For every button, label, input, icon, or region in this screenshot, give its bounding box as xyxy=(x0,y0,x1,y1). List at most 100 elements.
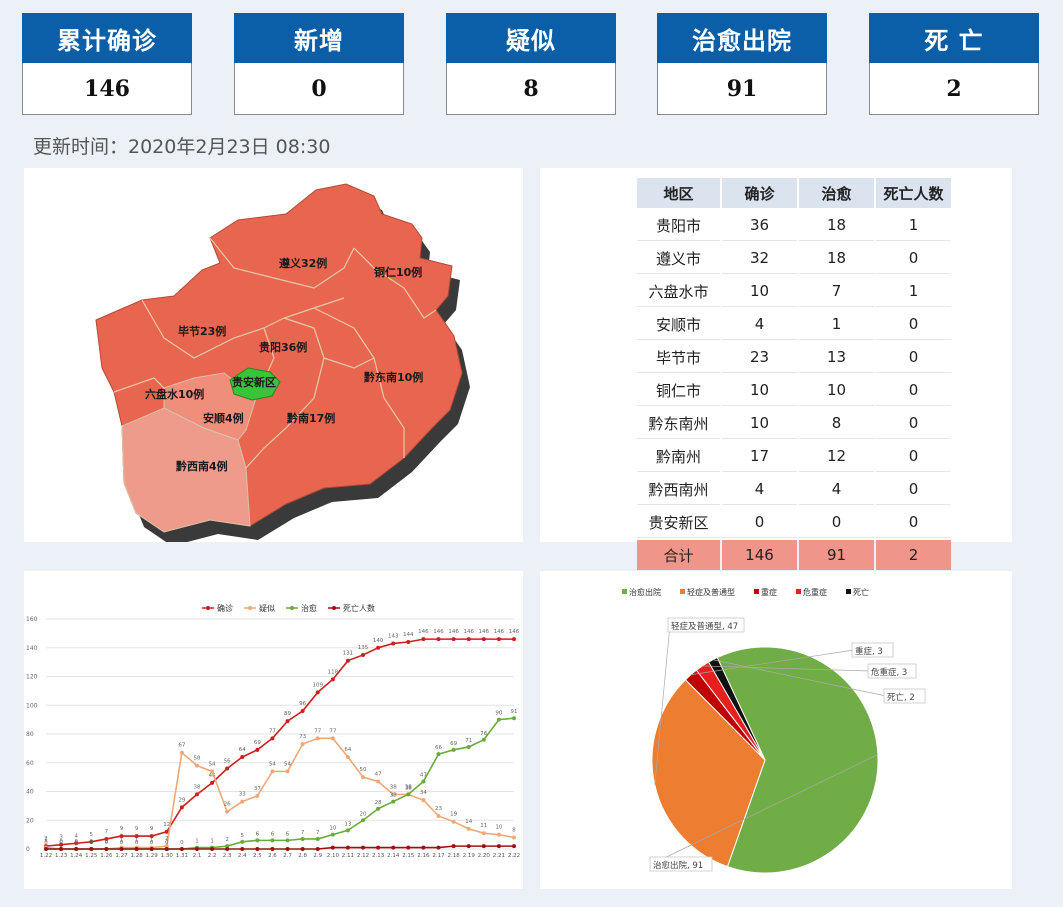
data-point xyxy=(496,717,501,722)
data-point xyxy=(74,841,79,846)
data-label: 89 xyxy=(284,711,291,717)
data-point xyxy=(300,847,305,851)
x-tick-label: 2.2 xyxy=(208,853,217,859)
data-point xyxy=(315,836,320,841)
x-tick-label: 2.4 xyxy=(238,853,247,859)
data-point xyxy=(194,763,199,768)
data-point xyxy=(104,836,109,841)
data-label: 11 xyxy=(480,823,487,829)
x-tick-label: 1.28 xyxy=(130,853,143,859)
cell: 黔南州 xyxy=(637,441,720,472)
data-point xyxy=(330,845,335,850)
data-label: 0 xyxy=(90,839,94,845)
data-label: 0 xyxy=(135,840,139,846)
label-box xyxy=(883,688,926,704)
legend-label: 治愈出院 xyxy=(629,587,661,597)
data-point xyxy=(496,832,501,837)
line-chart-panel: 0 20 40 60 80 100 120 140 160 1.22 1.23 1.24 1.25 1.2… xyxy=(24,571,523,889)
stat-label: 治愈出院 xyxy=(657,13,827,63)
data-point xyxy=(345,755,350,759)
stat-value: 8 xyxy=(446,63,616,115)
cell: 23 xyxy=(722,342,797,373)
cell: 2 xyxy=(876,540,951,570)
y-tick-label: 120 xyxy=(26,674,38,681)
data-label: 58 xyxy=(193,756,200,762)
cell: 18 xyxy=(799,243,874,274)
data-point xyxy=(255,793,260,798)
data-label: 38 xyxy=(405,784,412,790)
leader-line xyxy=(712,659,887,697)
map-label-guian: 贵安新区 xyxy=(232,375,276,389)
leader-line xyxy=(654,624,671,785)
data-point xyxy=(376,779,381,784)
cell: 10 xyxy=(799,375,874,406)
data-label: 6 xyxy=(286,831,290,837)
legend-label: 重症 xyxy=(761,587,777,597)
data-point xyxy=(421,845,426,850)
data-point xyxy=(481,844,486,849)
map-label-zunyi: 遵义32例 xyxy=(279,256,327,270)
data-label: 0 xyxy=(59,839,63,845)
x-tick-label: 2.14 xyxy=(387,853,400,859)
cell: 10 xyxy=(722,375,797,406)
legend-label: 轻症及普通型 xyxy=(687,587,735,597)
data-table: 地区 确诊 治愈 死亡人数 贵阳市 36 18 1 遵义市 32 18 0 六盘水市 10 7 1… xyxy=(635,176,953,572)
y-tick-label: 80 xyxy=(26,731,34,738)
data-label: 1 xyxy=(150,838,154,844)
data-point xyxy=(225,844,230,849)
data-label: 2 xyxy=(44,836,48,842)
data-point xyxy=(481,831,486,836)
data-point xyxy=(104,847,109,851)
data-point xyxy=(330,832,335,837)
pie-label: 重症, 3 xyxy=(855,646,883,657)
x-tick-label: 2.22 xyxy=(508,853,520,859)
data-label: 9 xyxy=(120,826,124,832)
data-point xyxy=(512,637,516,642)
data-point xyxy=(225,809,230,814)
x-tick-label: 2.19 xyxy=(463,853,476,859)
cell: 黔东南州 xyxy=(637,408,720,439)
x-tick-label: 2.17 xyxy=(432,853,445,859)
stat-value: 146 xyxy=(22,63,192,115)
chart-legend: 确诊 疑似 治愈 死亡人数 xyxy=(202,603,375,613)
data-point xyxy=(376,645,381,650)
data-label: 7 xyxy=(301,830,305,836)
data-label: 37 xyxy=(254,786,261,792)
data-label: 5 xyxy=(241,833,245,839)
guizhou-map: 遵义32例 铜仁10例 毕节23例 贵阳36例 贵安新区 黔东南10例 六盘水1… xyxy=(95,183,470,546)
stat-value: 2 xyxy=(869,63,1039,115)
legend-swatch xyxy=(796,589,801,594)
data-point xyxy=(345,828,350,833)
data-point xyxy=(330,736,335,741)
data-point xyxy=(345,845,350,850)
table-row: 铜仁市 10 10 0 xyxy=(637,375,951,406)
data-point xyxy=(406,640,411,644)
data-point xyxy=(255,747,260,752)
x-tick-label: 2.13 xyxy=(372,853,385,859)
pie-legend: 治愈出院 轻症及普通型 重症 危重症 死亡 xyxy=(622,587,869,597)
data-label: 96 xyxy=(299,701,306,707)
cell: 32 xyxy=(722,243,797,274)
x-tick-label: 1.24 xyxy=(70,853,83,859)
data-point xyxy=(149,847,154,851)
data-label: 0 xyxy=(90,840,94,846)
data-label: 8 xyxy=(512,828,516,834)
cell: 1 xyxy=(799,309,874,340)
data-label: 0 xyxy=(105,839,109,845)
cell: 8 xyxy=(799,408,874,439)
data-point xyxy=(361,652,366,657)
header-recovered: 治愈 xyxy=(799,178,874,208)
data-point xyxy=(406,792,411,797)
x-tick-label: 1.30 xyxy=(161,853,174,859)
x-tick-label: 2.21 xyxy=(493,853,505,859)
data-point xyxy=(285,719,290,724)
cell: 0 xyxy=(876,474,951,505)
data-label: 131 xyxy=(343,651,354,657)
data-label: 3 xyxy=(59,835,63,841)
x-tick-label: 2.8 xyxy=(298,853,307,859)
data-label: 1 xyxy=(135,838,139,844)
data-point xyxy=(481,737,486,742)
data-label: 0 xyxy=(120,840,124,846)
data-point xyxy=(361,775,366,780)
